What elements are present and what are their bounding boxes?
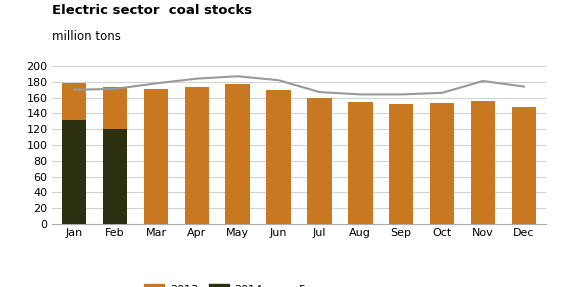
Bar xyxy=(266,90,291,224)
Bar xyxy=(430,103,454,224)
Text: Electric sector  coal stocks: Electric sector coal stocks xyxy=(52,4,252,17)
Bar xyxy=(62,121,86,224)
Bar xyxy=(512,107,536,224)
Bar xyxy=(144,89,168,224)
Bar xyxy=(185,87,209,224)
Bar xyxy=(471,101,495,224)
Bar xyxy=(348,102,373,224)
Bar xyxy=(103,86,127,224)
Bar xyxy=(103,129,127,224)
Bar xyxy=(307,98,332,224)
Bar xyxy=(225,84,250,224)
Text: million tons: million tons xyxy=(52,30,121,43)
Bar xyxy=(389,104,413,224)
Legend: 2013, 2014, 5-year average: 2013, 2014, 5-year average xyxy=(140,280,389,287)
Bar xyxy=(62,83,86,224)
